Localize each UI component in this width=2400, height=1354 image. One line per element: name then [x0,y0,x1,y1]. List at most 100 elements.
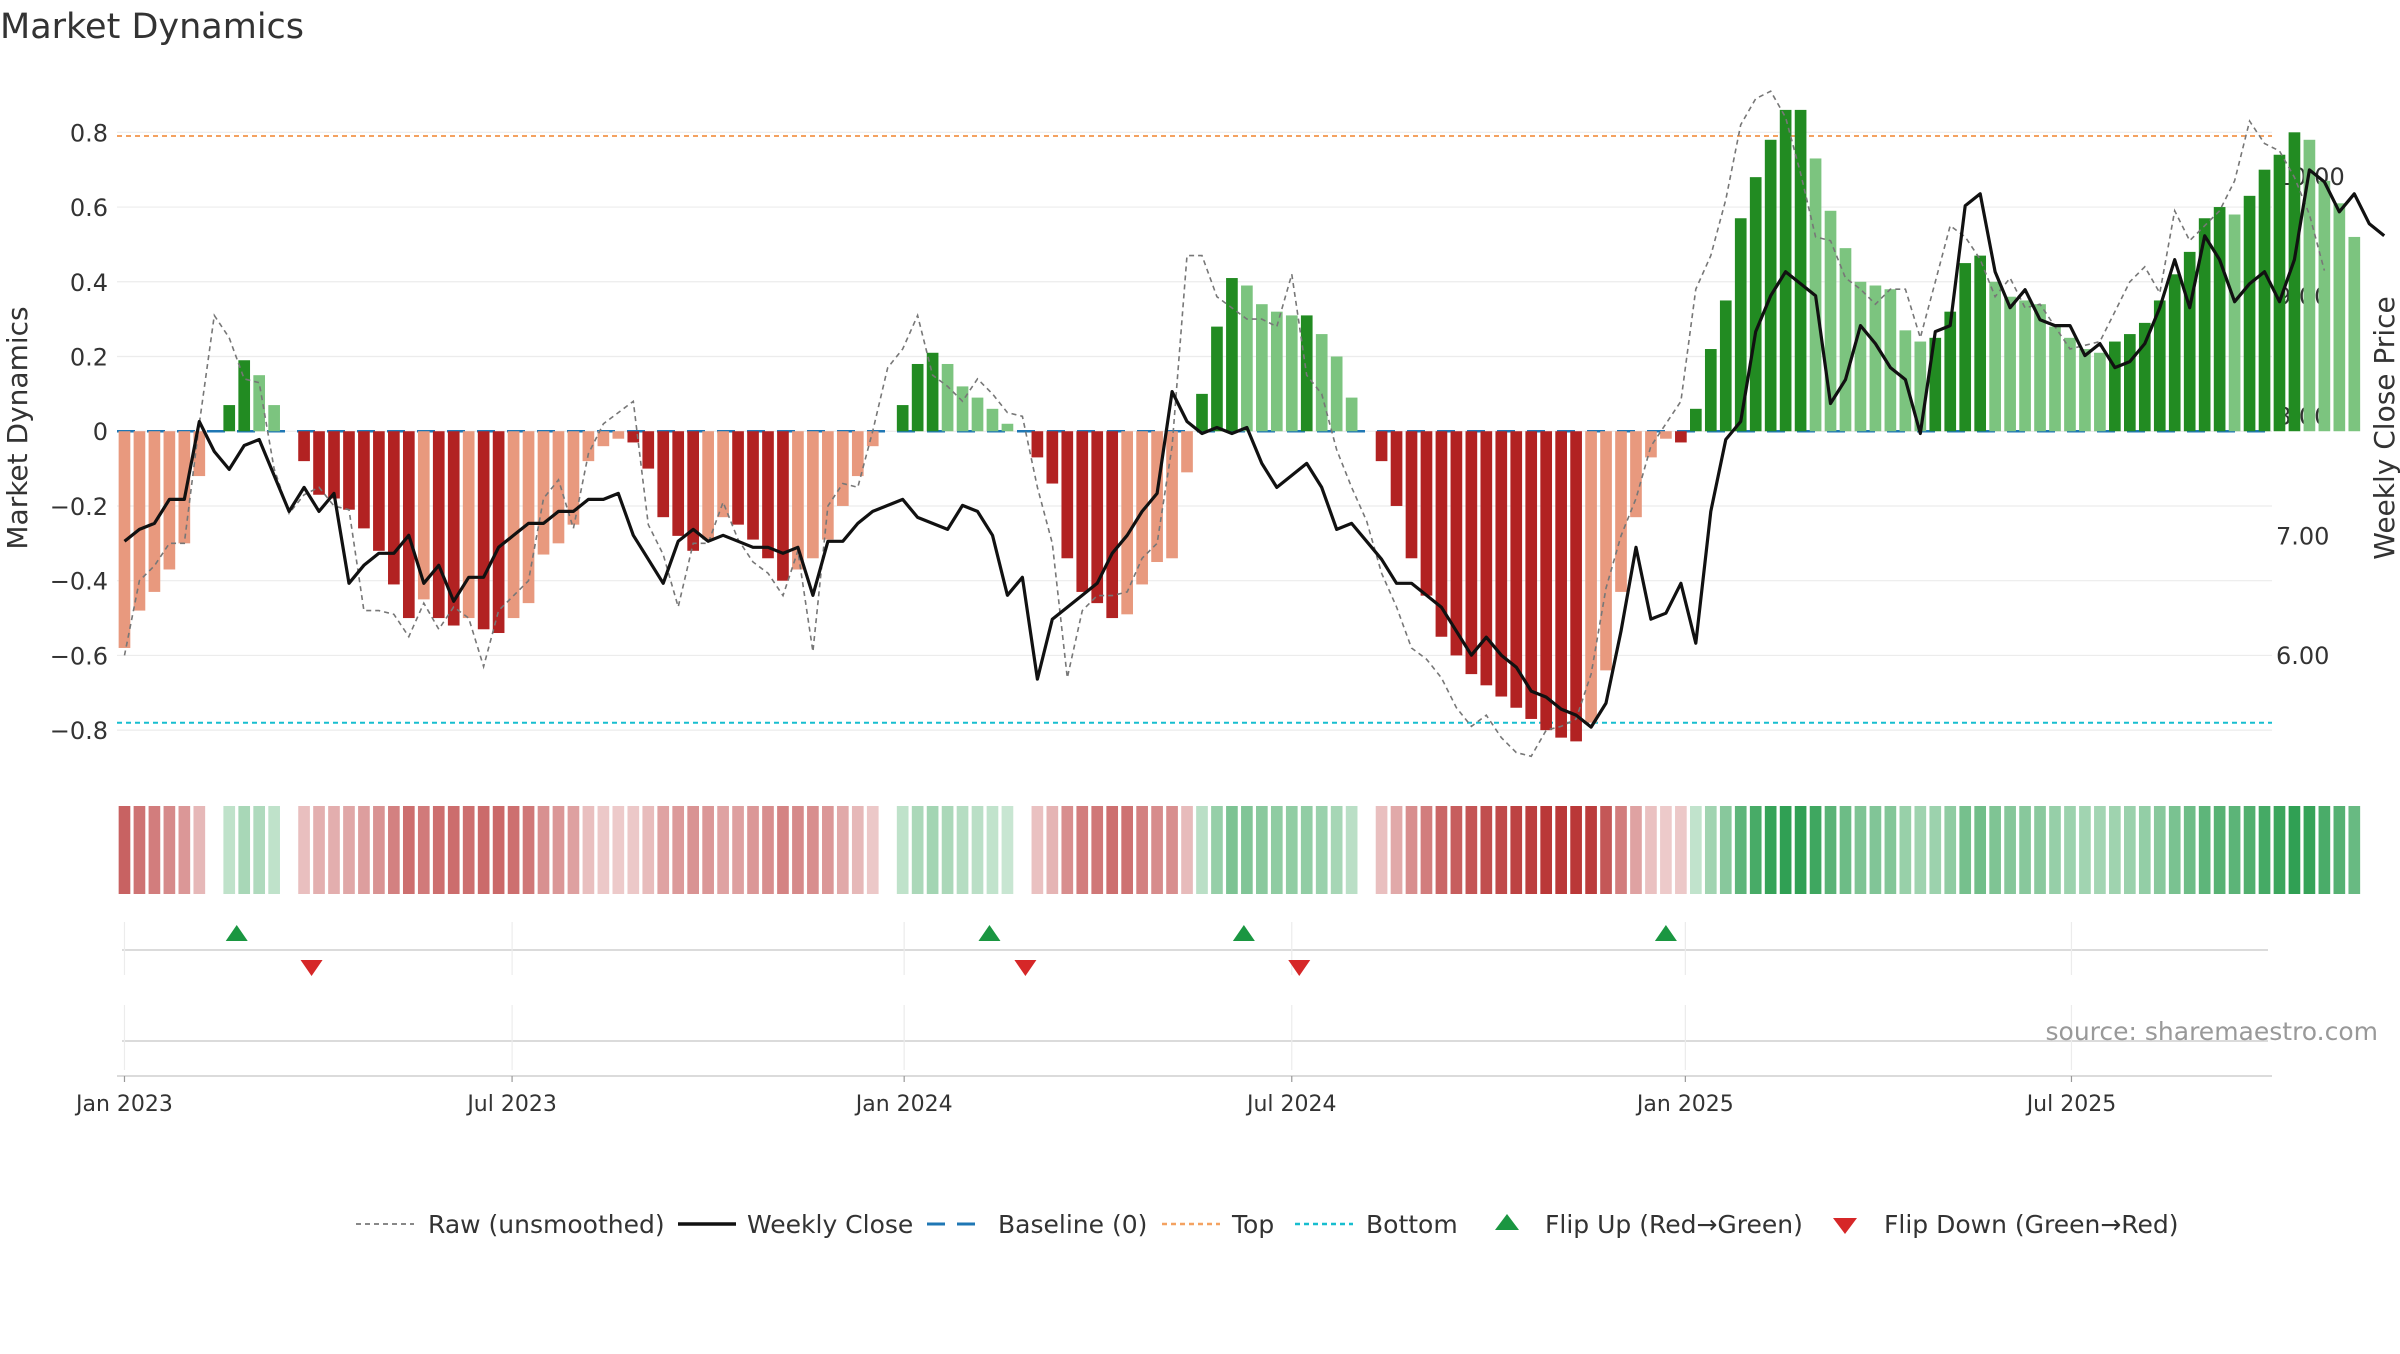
regime-cell [2168,806,2181,894]
dynamics-bar [1959,263,1972,432]
regime-cell [1794,806,1807,894]
regime-cell [807,806,819,894]
regime-cell [956,806,969,894]
dynamics-bar [597,431,610,447]
regime-cell [432,806,445,894]
x-tick-label: Jul 2024 [1245,1092,1337,1117]
y-tick-label: 0.8 [70,119,108,147]
y-tick-label: −0.4 [50,568,108,596]
dynamics-bar [836,431,849,506]
dynamics-bar [2138,322,2151,432]
dynamics-bar [2303,139,2316,432]
dynamics-bar [1031,431,1044,458]
regime-cell [1001,806,1014,894]
dynamics-bar [1330,356,1343,432]
regime-cell [1420,806,1433,894]
regime-cell [2348,806,2361,894]
dynamics-bar [1615,431,1627,592]
regime-cell [1285,806,1298,894]
regime-cell [1914,806,1927,894]
regime-cell [1106,806,1119,894]
dynamics-bar [1181,431,1193,473]
dynamics-bar [1241,285,1253,432]
chart-title: Market Dynamics [0,7,304,47]
dynamics-bar [2318,180,2331,432]
regime-cell [253,806,266,894]
dynamics-bar [851,431,864,477]
regime-cell [866,806,879,894]
dynamics-bar [462,431,475,619]
regime-cell [402,806,415,894]
dynamics-bar [582,431,595,462]
legend-flip-up-icon [1495,1214,1519,1230]
legend-label: Raw (unsmoothed) [428,1210,665,1239]
dynamics-bar [522,431,535,604]
y2-axis-label: Weekly Close Price [2368,296,2400,559]
dynamics-bar [1121,431,1133,615]
dynamics-bar [1001,423,1014,432]
dynamics-bar [537,431,550,555]
regime-cell [2094,806,2106,894]
dynamics-bar [1914,341,1927,432]
regime-cell [2153,806,2166,894]
regime-cell [792,806,804,894]
regime-cell [1660,806,1672,894]
regime-cell [1211,806,1223,894]
regime-cell [1450,806,1463,894]
regime-cell [1136,806,1148,894]
dynamics-bar [1824,210,1837,432]
dynamics-bar [1869,285,1882,432]
regime-cell [1510,806,1523,894]
dynamics-bars [118,109,2361,742]
dynamics-bar [133,431,146,611]
regime-cell [1899,806,1912,894]
regime-cell [1675,806,1687,894]
regime-cell [313,806,325,894]
dynamics-bar [1405,431,1418,559]
dynamics-bar [777,431,789,581]
legend-label: Flip Down (Green→Red) [1884,1210,2179,1239]
regime-cell [2213,806,2226,894]
dynamics-bar [672,431,685,536]
dynamics-bar [1719,300,1732,432]
regime-cell [612,806,625,894]
flip-down-marker [1014,960,1037,976]
dynamics-bar [2288,132,2301,432]
dynamics-bar [762,431,774,559]
regime-cell [552,806,565,894]
y-tick-label: 0 [93,418,108,446]
dynamics-bar [1076,431,1089,592]
regime-cell [1944,806,1957,894]
dynamics-bar [1839,248,1852,432]
dynamics-bar [1420,431,1433,596]
regime-cell [687,806,699,894]
regime-cell [1869,806,1882,894]
dynamics-bar [1570,431,1582,742]
regime-cell [2258,806,2271,894]
grid [117,131,2272,731]
regime-cell [1121,806,1133,894]
dynamics-bar [402,431,415,619]
dynamics-bar [612,431,625,439]
regime-cell [836,806,849,894]
dynamics-bar [642,431,655,469]
regime-cell [1345,806,1358,894]
dynamics-bar [1270,311,1283,432]
dynamics-bar [1091,431,1104,604]
regime-cell [2333,806,2346,894]
dynamics-bar [253,375,266,432]
regime-cell [2064,806,2076,894]
regime-cell [1555,806,1567,894]
dynamics-bar [2064,337,2076,432]
dynamics-bar [1375,431,1388,462]
regime-cell [373,806,385,894]
regime-cell [1884,806,1897,894]
dynamics-bar [1555,431,1567,738]
dynamics-bar [926,352,939,432]
dynamics-bar [268,405,280,432]
regime-cell [1839,806,1852,894]
dynamics-bar [552,431,565,544]
regime-cell [911,806,924,894]
dynamics-bar [1166,431,1178,559]
regime-cell [1929,806,1942,894]
